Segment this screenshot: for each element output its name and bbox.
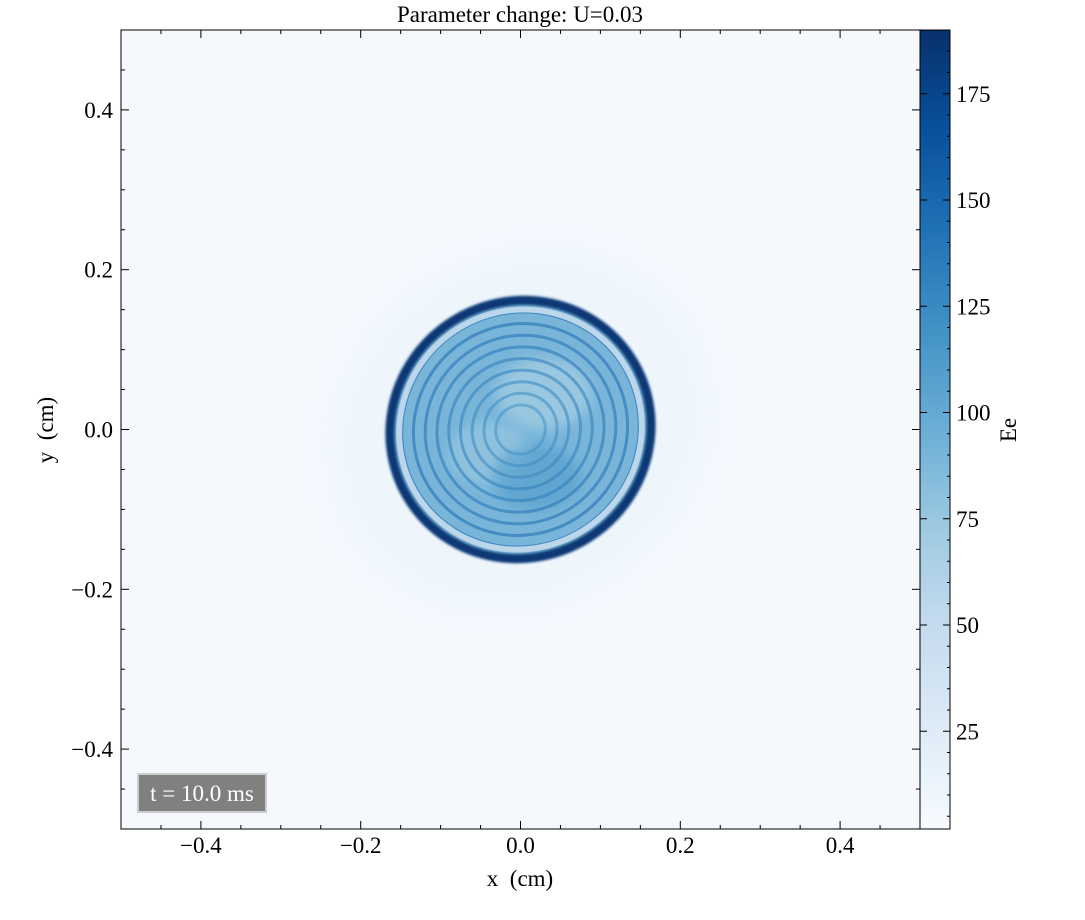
time-annotation-text: t = 10.0 ms	[150, 781, 254, 806]
colorbar-tick-label: 25	[956, 719, 979, 744]
field-inner-ring	[423, 333, 618, 526]
field-outer-ring	[385, 295, 656, 564]
y-tick-label: 0.4	[84, 98, 113, 123]
field-inner-ring	[458, 368, 583, 491]
field-inner-ring	[494, 403, 547, 456]
colorbar-tick-label: 100	[956, 401, 991, 426]
field-inner-ring	[435, 345, 606, 514]
field-inner-ring	[447, 356, 594, 503]
x-tick-label: 0.2	[666, 833, 695, 858]
colorbar-tick-label: 75	[956, 507, 979, 532]
x-axis-label: x (cm)	[487, 866, 553, 891]
field-inner-ring	[470, 380, 571, 479]
y-tick-label: −0.4	[71, 737, 113, 762]
colorbar-tick-label: 150	[956, 188, 991, 213]
time-annotation-box	[137, 773, 267, 813]
field-lobe-dark	[492, 445, 581, 510]
field-inner-ring	[482, 391, 559, 468]
x-tick-label: 0.4	[826, 833, 855, 858]
x-tick-label: −0.2	[340, 833, 382, 858]
colorbar-tick-label: 125	[956, 294, 991, 319]
chart-title: Parameter change: U=0.03	[397, 2, 643, 27]
colorbar	[919, 29, 951, 830]
time-annotation: t = 10.0 ms	[137, 773, 267, 813]
y-axis-label: y (cm)	[33, 397, 58, 463]
axis-ticks: −0.4 −0.2 0.0 0.2 0.4 0.4 0.2 0.0 −0.2 −0.4	[71, 30, 920, 858]
heatmap-field	[326, 244, 715, 615]
field-inner-ring	[411, 322, 630, 537]
y-tick-label: 0.0	[84, 418, 113, 443]
x-tick-label: −0.4	[180, 833, 222, 858]
field-light-band	[396, 306, 645, 553]
colorbar-label: Ee	[996, 418, 1021, 442]
y-tick-label: 0.2	[84, 258, 113, 283]
colorbar-ticks: 25 50 75 100 125 150 175	[920, 50, 991, 817]
colorbar-tick-label: 175	[956, 82, 991, 107]
colorbar-tick-label: 50	[956, 613, 979, 638]
y-tick-label: −0.2	[71, 577, 113, 602]
x-tick-label: 0.0	[506, 833, 535, 858]
